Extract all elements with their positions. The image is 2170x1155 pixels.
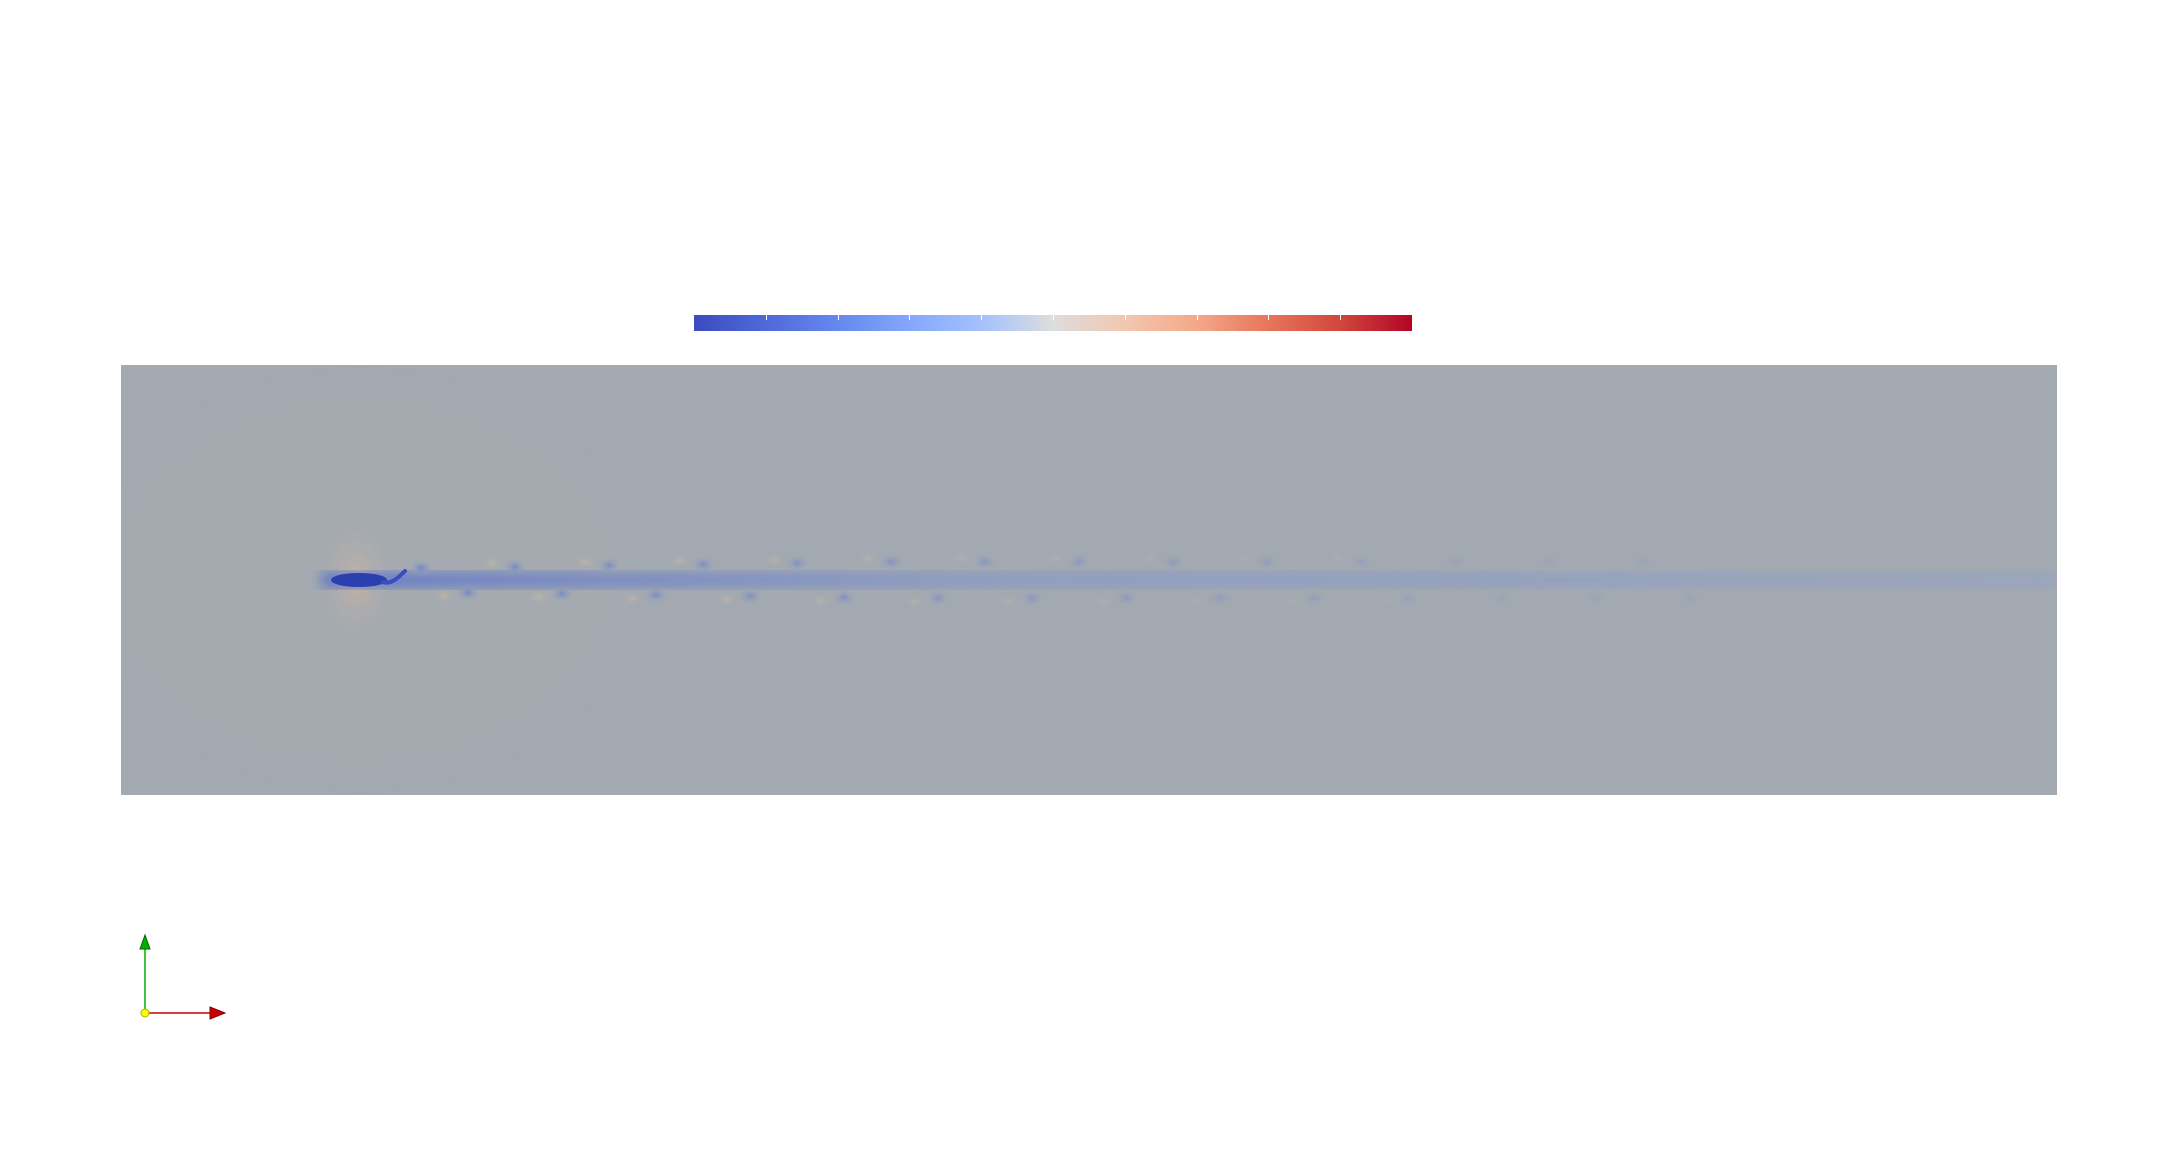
orientation-axes-icon	[130, 925, 240, 1025]
vortex-mark	[808, 592, 833, 609]
vortex-mark	[643, 586, 669, 604]
vortex-mark	[1278, 594, 1303, 610]
vortex-mark	[1466, 594, 1491, 610]
vortex-mark	[479, 555, 504, 572]
colorbar-tick	[1340, 315, 1341, 320]
colorbar-tick	[1053, 315, 1054, 320]
vortex-mark	[784, 554, 810, 573]
vortex-mark	[831, 588, 857, 607]
vortex-mark	[972, 553, 998, 571]
vortex-mark	[925, 589, 951, 607]
vortex-mark	[432, 588, 457, 604]
colorbar-gradient	[694, 315, 1412, 331]
vortex-mark	[1395, 589, 1421, 607]
vortex-mark	[455, 583, 481, 602]
colorbar-tick	[909, 315, 910, 320]
colorbar-tick	[1268, 315, 1269, 320]
vortex-mark	[1325, 550, 1350, 566]
vortex-mark	[690, 555, 716, 574]
vortex-mark	[1701, 550, 1726, 566]
vortex-mark	[620, 590, 645, 607]
colorbar-tick	[981, 315, 982, 320]
vortex-mark	[1231, 550, 1256, 566]
vortex-mark	[855, 550, 880, 567]
vortex-mark	[902, 594, 927, 610]
vortex-mark	[1019, 589, 1045, 607]
vortex-mark	[526, 589, 551, 606]
colorbar-tick	[1412, 315, 1413, 320]
vortex-mark	[1113, 589, 1139, 607]
vortex-mark	[408, 559, 434, 577]
vortex-mark	[1301, 589, 1327, 607]
vortex-mark	[1630, 553, 1656, 571]
vortex-mark	[1043, 550, 1068, 566]
vortex-mark	[1607, 550, 1632, 566]
vortex-mark	[1348, 553, 1374, 571]
vortex-mark	[996, 594, 1021, 610]
vortex-mark	[502, 557, 528, 576]
vortex-mark	[1536, 553, 1562, 571]
vortex-mark	[1677, 589, 1703, 607]
vortex-mark	[1207, 589, 1233, 607]
vortex-mark	[573, 554, 598, 571]
vortex-mark	[1066, 553, 1092, 571]
vortex-mark	[761, 551, 786, 568]
vortex-mark	[1184, 594, 1209, 610]
vortex-mark	[714, 591, 739, 608]
flow-field-icon	[121, 365, 2057, 795]
vortex-mark	[1654, 594, 1679, 610]
colorbar-tick	[1197, 315, 1198, 320]
flow-field-plot[interactable]	[121, 365, 2057, 795]
vortex-mark	[1419, 550, 1444, 566]
vortex-mark	[1254, 553, 1280, 571]
colorbar-tick	[1125, 315, 1126, 320]
vortex-mark	[1090, 594, 1115, 610]
vortex-mark	[1442, 553, 1468, 571]
vortex-mark	[1560, 594, 1585, 610]
colorbar-tick	[766, 315, 767, 320]
vortex-mark	[1489, 589, 1515, 607]
vortex-mark	[1160, 553, 1186, 571]
vortex-mark	[596, 556, 622, 575]
vortex-mark	[667, 553, 692, 569]
vortex-mark	[949, 550, 974, 566]
vortex-mark	[1583, 589, 1609, 607]
vortex-mark	[1137, 550, 1162, 566]
colorbar-tick	[838, 315, 839, 320]
vortex-mark	[737, 587, 763, 606]
vortex-mark	[1372, 594, 1397, 610]
vortex-mark	[878, 553, 904, 571]
scalar-colorbar	[694, 315, 1413, 331]
vortex-mark	[1513, 550, 1538, 566]
vortex-mark	[549, 584, 575, 603]
